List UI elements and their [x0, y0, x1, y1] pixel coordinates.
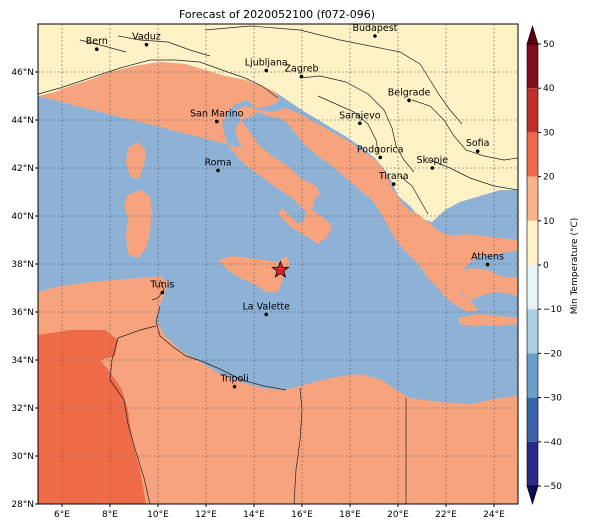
- colorbar-band: [527, 220, 538, 265]
- colorbar-tick-label: −40: [543, 438, 562, 448]
- city-label: Tunis: [149, 280, 174, 291]
- colorbar-tick-label: −10: [543, 305, 562, 315]
- colorbar-tick-label: 0: [543, 261, 549, 271]
- colorbar-tick-label: 10: [543, 217, 555, 227]
- city-label: Podgorica: [357, 144, 404, 155]
- greece-land: [400, 206, 518, 312]
- lon-tick-label: 16°E: [291, 510, 313, 520]
- colorbar: 50 40 30 20 10 0 −10 −20 −30 −40 −50: [526, 24, 562, 506]
- city-label: Ljubljana: [245, 58, 288, 69]
- lat-tick-label: 32°N: [11, 404, 34, 414]
- city-label: Budapest: [352, 23, 397, 34]
- latitude-axis: 46°N 44°N 42°N 40°N 38°N 36°N 34°N 32°N 30°N 28°N: [11, 68, 38, 510]
- city-dot: [299, 74, 304, 79]
- city-dot: [264, 68, 269, 73]
- lon-tick-label: 24°E: [483, 510, 505, 520]
- city-label: Roma: [204, 157, 231, 168]
- city-dot: [373, 34, 377, 38]
- colorbar-tick-label: 20: [543, 173, 555, 183]
- lon-tick-label: 12°E: [195, 510, 217, 520]
- colorbar-label: Min Temperature (°C): [570, 218, 580, 315]
- colorbar-tick-label: 30: [543, 128, 555, 138]
- colorbar-band: [527, 397, 538, 442]
- graticule: [38, 24, 518, 504]
- city-dot: [378, 155, 383, 160]
- lon-tick-label: 6°E: [54, 510, 70, 520]
- colorbar-band: [527, 88, 538, 133]
- longitude-axis: 6°E 8°E 10°E 12°E 14°E 16°E 18°E 20°E 22°E 24°E: [54, 504, 505, 520]
- colorbar-band: [527, 265, 538, 310]
- city-dot: [95, 47, 99, 51]
- africa-hot-zone: [38, 330, 146, 504]
- lon-tick-label: 20°E: [387, 510, 409, 520]
- lon-tick-label: 18°E: [339, 510, 361, 520]
- colorbar-band: [527, 309, 538, 354]
- city-dot: [160, 290, 165, 295]
- city-dot: [391, 182, 396, 186]
- colorbar-tick-label: −20: [543, 349, 562, 359]
- colorbar-tick-label: −50: [543, 482, 562, 492]
- city-label: Bern: [86, 36, 108, 47]
- colorbar-tick-label: 50: [543, 40, 555, 50]
- lon-tick-label: 10°E: [147, 510, 169, 520]
- colorbar-tick-label: −30: [543, 394, 562, 404]
- forecast-marker: [271, 260, 290, 278]
- colorbar-under-arrow: [526, 485, 539, 506]
- colorbar-tick-label: 40: [543, 84, 555, 94]
- lat-tick-label: 30°N: [11, 452, 34, 462]
- corsica-land: [126, 142, 146, 180]
- city-label: San Marino: [190, 108, 243, 119]
- colorbar-band: [527, 353, 538, 398]
- colorbar-band: [527, 132, 538, 177]
- forecast-point-star-icon: [271, 260, 290, 278]
- city-dot: [144, 42, 149, 47]
- city-dot: [485, 262, 490, 267]
- map-panel: [38, 24, 518, 504]
- lon-tick-label: 8°E: [102, 510, 118, 520]
- city-label: Zagreb: [285, 64, 319, 75]
- lat-tick-label: 36°N: [11, 308, 34, 318]
- city-dot: [232, 384, 237, 389]
- lat-tick-label: 28°N: [11, 500, 34, 510]
- city-dot: [358, 121, 362, 126]
- city-dot: [430, 166, 435, 170]
- lat-tick-label: 38°N: [11, 260, 34, 270]
- city-label: Sarajevo: [339, 110, 381, 121]
- lat-tick-label: 40°N: [11, 212, 34, 222]
- city-label: Belgrade: [388, 87, 431, 98]
- colorbar-band: [527, 44, 538, 89]
- colorbar-band: [527, 441, 538, 486]
- lat-tick-label: 34°N: [11, 356, 34, 366]
- city-dot: [215, 119, 219, 124]
- city-dot: [264, 312, 269, 317]
- city-dot: [407, 98, 411, 103]
- lat-tick-label: 42°N: [11, 164, 34, 174]
- crete-land: [458, 314, 518, 326]
- colorbar-over-arrow: [526, 24, 539, 45]
- city-dot: [216, 168, 220, 173]
- lon-tick-label: 22°E: [435, 510, 457, 520]
- city-label: Athens: [471, 251, 504, 262]
- colorbar-band: [527, 176, 538, 221]
- lat-tick-label: 44°N: [11, 116, 34, 126]
- lon-tick-label: 14°E: [243, 510, 265, 520]
- lat-tick-label: 46°N: [11, 68, 34, 78]
- sardinia-land: [124, 190, 152, 258]
- city-label: Vaduz: [132, 32, 161, 43]
- country-borders: [38, 25, 518, 504]
- figure-title: Forecast of 2020052100 (f072-096): [179, 8, 375, 21]
- city-label: Tripoli: [220, 374, 249, 385]
- city-label: Skopje: [417, 155, 449, 166]
- city-label: Tirana: [378, 171, 409, 182]
- city-label: La Valette: [242, 301, 290, 312]
- city-label: Sofia: [466, 138, 490, 149]
- city-dot: [475, 149, 480, 153]
